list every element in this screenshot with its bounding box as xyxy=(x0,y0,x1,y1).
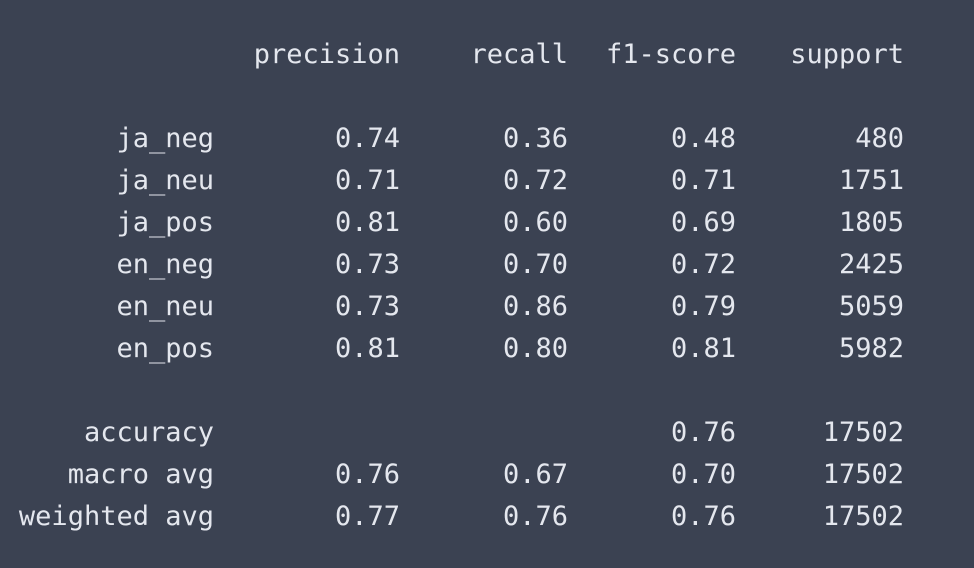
table-row: ja_pos 0.81 0.60 0.69 1805 xyxy=(0,202,974,244)
recall-value: 0.67 xyxy=(502,459,568,490)
accuracy-row: accuracy 0.76 17502 xyxy=(0,412,974,454)
f1-value: 0.71 xyxy=(670,165,736,196)
header-support: support xyxy=(790,39,904,70)
table-row: en_neg 0.73 0.70 0.72 2425 xyxy=(0,244,974,286)
table-row: ja_neu 0.71 0.72 0.71 1751 xyxy=(0,160,974,202)
recall-value: 0.70 xyxy=(502,249,568,280)
row-label: weighted avg xyxy=(18,501,214,532)
f1-value: 0.76 xyxy=(670,417,736,448)
row-label: ja_neg xyxy=(116,123,214,154)
row-label: en_pos xyxy=(116,333,214,364)
recall-value: 0.72 xyxy=(502,165,568,196)
precision-value: 0.73 xyxy=(334,249,400,280)
f1-value: 0.70 xyxy=(670,459,736,490)
f1-value: 0.79 xyxy=(670,291,736,322)
row-label: ja_neu xyxy=(116,165,214,196)
header-row: precision recall f1-score support xyxy=(0,34,974,76)
recall-value: 0.86 xyxy=(502,291,568,322)
table-row: en_neu 0.73 0.86 0.79 5059 xyxy=(0,286,974,328)
weighted-avg-row: weighted avg 0.77 0.76 0.76 17502 xyxy=(0,496,974,538)
f1-value: 0.48 xyxy=(670,123,736,154)
recall-value: 0.80 xyxy=(502,333,568,364)
header-f1-score: f1-score xyxy=(605,39,736,70)
row-label: en_neg xyxy=(116,249,214,280)
row-label: ja_pos xyxy=(116,207,214,238)
f1-value: 0.76 xyxy=(670,501,736,532)
precision-value: 0.77 xyxy=(334,501,400,532)
macro-avg-row: macro avg 0.76 0.67 0.70 17502 xyxy=(0,454,974,496)
table-row: en_pos 0.81 0.80 0.81 5982 xyxy=(0,328,974,370)
header-recall: recall xyxy=(470,39,568,70)
precision-value: 0.81 xyxy=(334,207,400,238)
support-value: 17502 xyxy=(822,459,904,490)
support-value: 2425 xyxy=(838,249,904,280)
f1-value: 0.69 xyxy=(670,207,736,238)
row-label: macro avg xyxy=(67,459,214,490)
support-value: 5982 xyxy=(838,333,904,364)
support-value: 480 xyxy=(855,123,904,154)
table-row: ja_neg 0.74 0.36 0.48 480 xyxy=(0,118,974,160)
support-value: 1751 xyxy=(838,165,904,196)
precision-value: 0.74 xyxy=(334,123,400,154)
precision-value: 0.73 xyxy=(334,291,400,322)
f1-value: 0.81 xyxy=(670,333,736,364)
f1-value: 0.72 xyxy=(670,249,736,280)
recall-value: 0.76 xyxy=(502,501,568,532)
header-precision: precision xyxy=(253,39,400,70)
precision-value: 0.81 xyxy=(334,333,400,364)
precision-value: 0.71 xyxy=(334,165,400,196)
support-value: 17502 xyxy=(822,501,904,532)
support-value: 17502 xyxy=(822,417,904,448)
recall-value: 0.60 xyxy=(502,207,568,238)
row-label: en_neu xyxy=(116,291,214,322)
recall-value: 0.36 xyxy=(502,123,568,154)
support-value: 1805 xyxy=(838,207,904,238)
support-value: 5059 xyxy=(838,291,904,322)
precision-value: 0.76 xyxy=(334,459,400,490)
row-label: accuracy xyxy=(83,417,214,448)
